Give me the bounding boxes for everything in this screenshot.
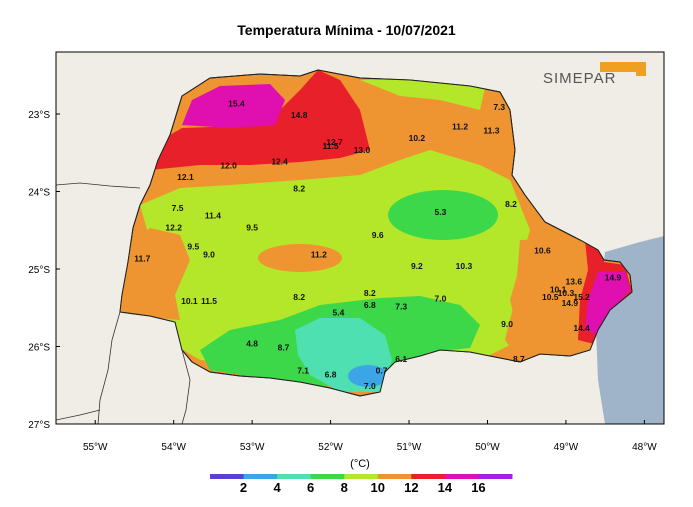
station-value: 11.3 <box>483 125 499 135</box>
station-value: 7.1 <box>297 366 309 376</box>
plot-frame <box>55 51 665 425</box>
zone-6-8-north <box>388 190 498 240</box>
colorbar-label: 2 <box>239 480 248 495</box>
zone-8-10-ne <box>360 78 485 110</box>
station-value: 12.4 <box>271 156 288 166</box>
station-value: 7.3 <box>493 102 505 112</box>
station-value: 6.1 <box>395 354 407 364</box>
station-value: 10.5 <box>542 292 559 302</box>
colorbar-label: 6 <box>307 480 315 495</box>
station-value: 14.9 <box>562 298 579 308</box>
border-ar <box>97 311 121 425</box>
station-value: 9.5 <box>246 222 258 232</box>
station-value: 10.1 <box>181 296 198 306</box>
lon-tick-label: 53°W <box>240 442 265 453</box>
station-value: 8.2 <box>505 199 517 209</box>
logo-text: SIMEPAR <box>543 70 617 87</box>
station-value: 10.2 <box>409 133 426 143</box>
station-value: 9.2 <box>411 261 423 271</box>
station-value: 12.7 <box>326 137 343 147</box>
station-value: 6.8 <box>325 370 337 380</box>
station-value: 7.5 <box>172 203 184 213</box>
station-value: 8.2 <box>293 292 305 302</box>
station-value: 11.2 <box>452 122 468 132</box>
station-value: 5.4 <box>333 308 345 318</box>
station-value: 6.8 <box>364 300 376 310</box>
station-value: 11.2 <box>311 249 327 259</box>
station-value: 7.0 <box>364 381 376 391</box>
lat-tick-label: 27°S <box>28 420 50 431</box>
station-value: 10.6 <box>534 246 551 256</box>
map-title: Temperatura Mínima - 10/07/2021 <box>237 22 456 38</box>
colorbar-label: 16 <box>471 480 486 495</box>
zone-10-12-west <box>120 228 190 320</box>
axis-ticks: 55°W 54°W 53°W 52°W 51°W 50°W 49°W 48°W 23°S 24°S… <box>28 110 657 453</box>
zone-14-16-east <box>585 272 630 336</box>
station-value: 8.2 <box>293 184 305 194</box>
lat-tick-label: 23°S <box>28 110 50 121</box>
lon-tick-label: 48°W <box>632 442 657 453</box>
station-value: 9.0 <box>501 319 513 329</box>
station-value: 13.6 <box>566 277 583 287</box>
station-value: 12.0 <box>220 160 237 170</box>
station-value: 11.7 <box>134 253 150 263</box>
station-value: 10.1 <box>550 284 567 294</box>
station-value: 11.4 <box>205 211 221 221</box>
station-values: 15.414.812.711.5 13.010.211.2 11.37.312.0 1… <box>134 98 621 391</box>
station-value: 7.0 <box>434 294 446 304</box>
station-value: 14.4 <box>573 323 590 333</box>
lat-tick-label: 26°S <box>28 343 50 354</box>
border-sc-ar <box>181 349 191 425</box>
colorbar-label: 4 <box>273 480 281 495</box>
colorbar-label: 14 <box>437 480 453 495</box>
station-value: 12.2 <box>165 222 182 232</box>
border-ms-py <box>55 182 141 189</box>
station-value: 10.3 <box>558 288 575 298</box>
station-value: 5.3 <box>434 207 446 217</box>
station-value: 12.1 <box>177 172 194 182</box>
station-value: 15.2 <box>573 292 590 302</box>
station-value: 0.7 <box>376 366 388 376</box>
station-value: 9.5 <box>187 242 199 252</box>
zone-10-12-center <box>258 244 342 272</box>
state-border <box>119 69 633 397</box>
lon-tick-label: 49°W <box>554 442 579 453</box>
simepar-logo <box>540 60 650 92</box>
lon-tick-label: 51°W <box>397 442 422 453</box>
station-value: 11.5 <box>323 141 339 151</box>
station-value: 4.8 <box>246 339 258 349</box>
station-value: 7.3 <box>395 301 407 311</box>
station-value: 13.0 <box>354 145 371 155</box>
lon-tick-label: 52°W <box>318 442 343 453</box>
station-value: 10.3 <box>456 261 473 271</box>
station-value: 8.7 <box>278 342 290 352</box>
colorbar-label: 12 <box>404 480 419 495</box>
zone-2-4 <box>348 365 388 387</box>
lat-tick-label: 24°S <box>28 188 50 199</box>
lon-tick-label: 54°W <box>161 442 186 453</box>
border-south <box>55 409 101 421</box>
station-value: 14.9 <box>605 273 622 283</box>
station-value: 9.0 <box>203 249 215 259</box>
colorbar-label: 10 <box>370 480 385 495</box>
station-value: 11.5 <box>201 296 217 306</box>
temperature-zones <box>120 70 632 392</box>
colorbar-label: 8 <box>340 480 348 495</box>
colorbar-unit: (°C) <box>350 458 370 470</box>
lon-tick-label: 55°W <box>83 442 108 453</box>
station-value: 8.7 <box>513 354 525 364</box>
station-value: 9.6 <box>372 230 384 240</box>
station-value: 15.4 <box>228 98 245 108</box>
lon-tick-label: 50°W <box>475 442 500 453</box>
lat-tick-label: 25°S <box>28 265 50 276</box>
station-value: 14.8 <box>291 110 308 120</box>
zone-14-16-nw <box>182 84 285 128</box>
station-value: 8.2 <box>364 288 376 298</box>
